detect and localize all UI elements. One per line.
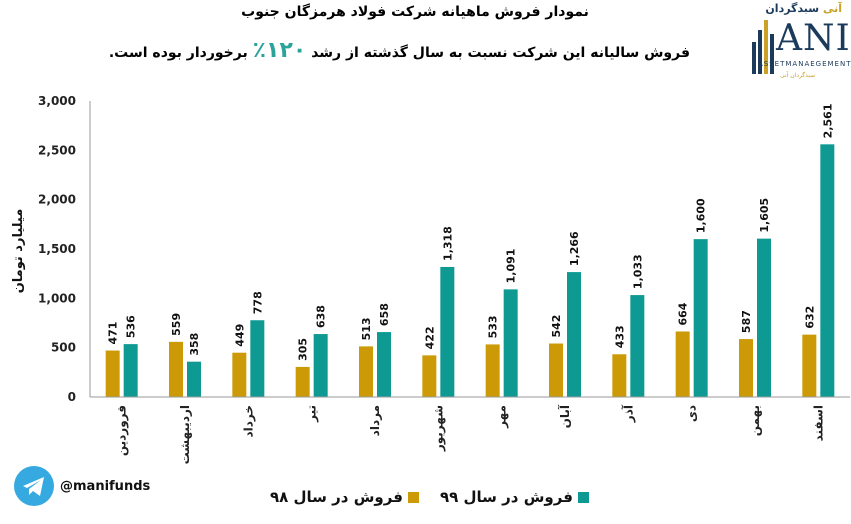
x-tick-label: اردیبهشت [178,405,192,464]
bar-98 [675,331,690,397]
data-label: 1,600 [695,198,708,233]
bar-98 [359,346,373,397]
telegram-handle[interactable]: @manifunds [60,479,151,494]
data-label: 1,091 [505,249,518,284]
data-label: 1,266 [568,231,581,266]
bar-98 [105,350,120,397]
x-tick-label: مهر [495,405,509,429]
x-axis: فروردین اردیبهشت خرداد تیر مرداد شهریور مهر آبا… [90,396,850,464]
data-label: 513 [360,317,373,340]
bar-99 [313,334,328,397]
logo-sub: سبدگردان آنی [780,72,816,79]
x-tick-label: تیر [305,405,319,423]
bar-99 [123,344,138,397]
bars-group [105,144,835,397]
value-labels: 471 536 559 358 449 778 305 638 513 658 422 1,318 53… [107,104,835,361]
bar-99 [377,332,391,397]
x-tick-label: آذر [620,404,635,423]
data-label: 2,561 [821,104,834,139]
y-tick-label: 2,000 [38,193,76,207]
bar-98 [232,352,247,397]
data-label: 533 [487,315,500,338]
data-label: 422 [423,326,436,349]
x-tick-label: فروردین [115,405,130,456]
bar-98 [485,344,500,397]
data-label: 536 [125,315,138,338]
growth-value: ۱۲۰٪ [252,38,307,63]
logo-tagline-accent: آنی [822,2,842,15]
data-label: 664 [677,302,690,325]
bar-98 [422,355,437,397]
telegram-plane-icon [23,477,44,496]
x-tick-label: دی [685,405,699,422]
legend-item-98: فروش در سال ۹۸ [270,488,420,506]
subtitle-after: برخوردار بوده است. [108,45,248,61]
data-label: 559 [170,313,183,336]
y-tick-label: 0 [68,390,76,404]
x-tick-label: شهریور [431,405,446,452]
x-tick-label: مرداد [368,405,382,436]
x-tick-label: بهمن [748,405,762,436]
y-axis-label: میلیارد تومان [11,209,26,294]
data-label: 658 [378,303,391,326]
data-label: 778 [251,291,264,314]
bar-99 [503,289,518,397]
legend-label-99: فروش در سال ۹۹ [440,488,573,506]
legend-swatch-99 [578,492,590,503]
bar-99 [567,272,581,397]
data-label: 305 [297,338,310,361]
data-label: 471 [107,322,120,345]
y-tick-label: 1,500 [38,242,76,256]
data-label: 1,033 [631,254,644,289]
data-label: 1,605 [758,198,771,233]
logo-name: ASSETMANAEGEMENT [758,60,851,68]
data-label: 542 [550,315,563,338]
bar-99 [820,144,835,397]
logo-tagline: آنی سبدگردان [765,2,842,15]
logo-letters: ANI [776,18,851,59]
bar-99 [187,361,201,397]
y-tick-label: 3,000 [38,94,76,108]
telegram-icon[interactable] [14,466,54,506]
data-label: 1,318 [441,226,454,261]
subtitle-before: فروش سالیانه این شرکت نسبت به سال گذشته … [311,45,690,61]
data-label: 449 [233,324,246,347]
company-logo: آنی سبدگردان ANI ASSETMANAEGEMENT سبدگرد… [750,2,851,84]
data-label: 632 [803,306,816,329]
x-tick-label: اسفند [811,405,825,441]
legend-label-98: فروش در سال ۹۸ [270,488,403,506]
legend-item-99: فروش در سال ۹۹ [440,488,590,506]
bar-99 [757,238,771,397]
bar-98 [612,354,627,397]
data-label: 433 [613,325,626,348]
y-axis: 0 500 1,000 1,500 2,000 2,500 3,000 [38,94,91,404]
chart-title: نمودار فروش ماهیانه شرکت فولاد هرمزگان ج… [241,4,589,20]
bar-98 [295,366,310,397]
bar-98 [169,341,183,397]
x-tick-label: آبان [557,404,572,428]
y-tick-label: 500 [51,341,76,355]
bar-99 [630,295,645,397]
data-label: 358 [188,333,201,356]
y-tick-label: 2,500 [38,143,76,157]
bar-98 [802,334,817,397]
bar-98 [739,339,753,397]
bar-99 [693,239,708,397]
chart-subtitle: فروش سالیانه این شرکت نسبت به سال گذشته … [109,38,690,63]
data-label: 638 [315,305,328,328]
bar-99 [250,320,265,397]
bar-99 [440,266,455,397]
bar-98 [549,343,563,397]
x-tick-label: خرداد [241,405,255,438]
data-label: 587 [740,310,753,333]
legend-swatch-98 [408,492,420,503]
y-tick-label: 1,000 [38,291,76,305]
logo-bars-icon [752,20,774,74]
logo-tagline-main: سبدگردان [765,2,820,15]
